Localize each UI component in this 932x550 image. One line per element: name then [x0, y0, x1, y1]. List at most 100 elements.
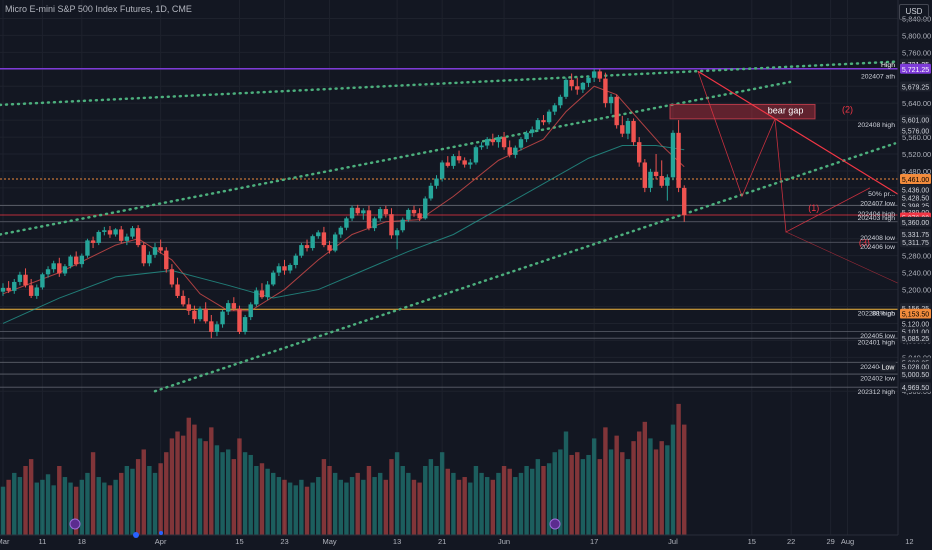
candle-body [51, 263, 56, 270]
candle-body [304, 245, 310, 249]
currency-button[interactable]: USD [899, 4, 929, 20]
volume-bar [220, 452, 225, 535]
volume-bar [152, 472, 158, 535]
volume-bar [603, 427, 608, 535]
volume-bar [648, 438, 653, 535]
candle-body [665, 177, 670, 186]
volume-bar [484, 477, 490, 535]
candle-body [327, 245, 332, 251]
candle-body [631, 120, 636, 143]
volume-bar [394, 452, 400, 535]
wave-path [697, 71, 871, 233]
x-tick-label: Apr [155, 537, 167, 546]
candle-body [451, 156, 456, 166]
volume-bar [439, 452, 445, 535]
volume-bar [428, 459, 434, 535]
price-level-name: 202407 ath [861, 74, 895, 81]
price-level-name: 202407 low [860, 201, 895, 208]
candle-body [400, 219, 405, 231]
candle-body [406, 209, 411, 220]
chart-annotation: (2) [842, 105, 853, 115]
candle-body [45, 269, 51, 275]
event-marker-icon[interactable] [69, 518, 81, 530]
volume-bar [670, 424, 676, 535]
candle-body [597, 71, 602, 79]
volume-bar [423, 466, 428, 535]
volume-bar [158, 463, 163, 535]
candle-body [6, 287, 11, 291]
candle-body [265, 284, 270, 298]
x-tick-label: 15 [235, 537, 243, 546]
candle-body [130, 228, 135, 237]
volume-bar [23, 466, 28, 535]
candle-body [659, 176, 664, 186]
y-tick-label: 5,560.00 [902, 133, 931, 142]
volume-bar [34, 482, 39, 535]
price-tag-bg [900, 184, 931, 195]
volume-bar [518, 472, 524, 535]
volume-bar [665, 445, 670, 535]
candle-body [648, 171, 653, 188]
price-tag: Low [882, 365, 896, 372]
price-tag-bg [900, 63, 931, 74]
volume-bar [462, 477, 467, 535]
volume-bar [344, 482, 349, 535]
candle-body [563, 79, 569, 97]
volume-bar [468, 482, 473, 535]
volume-bar [248, 454, 253, 535]
candle-body [34, 287, 39, 296]
volume-bar [659, 441, 664, 535]
candle-body [496, 137, 501, 143]
volume-bar [631, 441, 636, 535]
price-level-name: 50% pr... [868, 191, 895, 198]
candle-body [203, 308, 208, 322]
price-tag-bg [900, 216, 931, 227]
volume-bar [451, 472, 456, 535]
candle-body [513, 147, 518, 155]
price-tag: 5,153.50 [902, 312, 929, 319]
volume-bar [226, 449, 231, 535]
candle-body [423, 198, 428, 219]
volume-bar [625, 459, 631, 535]
price-tag: 5,360.00 [902, 220, 929, 227]
volume-bar [0, 486, 6, 535]
candle-body [586, 77, 591, 83]
volume-bar [147, 466, 152, 535]
price-tag-bg [900, 237, 931, 248]
candle-body [383, 209, 389, 215]
price-axis[interactable] [898, 0, 932, 550]
candle-body [152, 247, 158, 255]
volume-bar [175, 431, 180, 535]
volume-bar [40, 479, 45, 535]
price-tag-bg [900, 173, 931, 184]
event-marker-icon[interactable] [549, 518, 561, 530]
price-tag-bg [900, 125, 931, 136]
y-tick-label: 5,840.00 [902, 14, 931, 23]
volume-bar [51, 485, 56, 535]
volume-bar [186, 417, 191, 535]
candle-body [226, 303, 231, 312]
price-level-name: 88% pb [872, 310, 895, 317]
time-axis[interactable] [0, 535, 898, 550]
volume-bar [355, 472, 360, 535]
volume-bar [282, 479, 287, 535]
volume-bar [372, 477, 377, 535]
candle-body [0, 287, 6, 292]
price-level-name: 202402 low [860, 376, 895, 383]
price-tag-bg [900, 308, 931, 319]
x-tick-label: 13 [393, 537, 401, 546]
candle-body [473, 147, 479, 163]
price-tag-bg [880, 361, 896, 372]
volume-bar [575, 452, 580, 535]
candle-body [28, 285, 34, 296]
volume-bar [304, 486, 310, 535]
price-tag: 5,000.50 [902, 372, 929, 379]
volume-bar [327, 466, 332, 535]
volume-bar [214, 445, 220, 535]
candle-body [220, 311, 225, 325]
volume-bar [530, 468, 535, 535]
price-tag-bg [900, 114, 931, 125]
candle-body [355, 207, 360, 214]
x-tick-label: 17 [590, 537, 598, 546]
